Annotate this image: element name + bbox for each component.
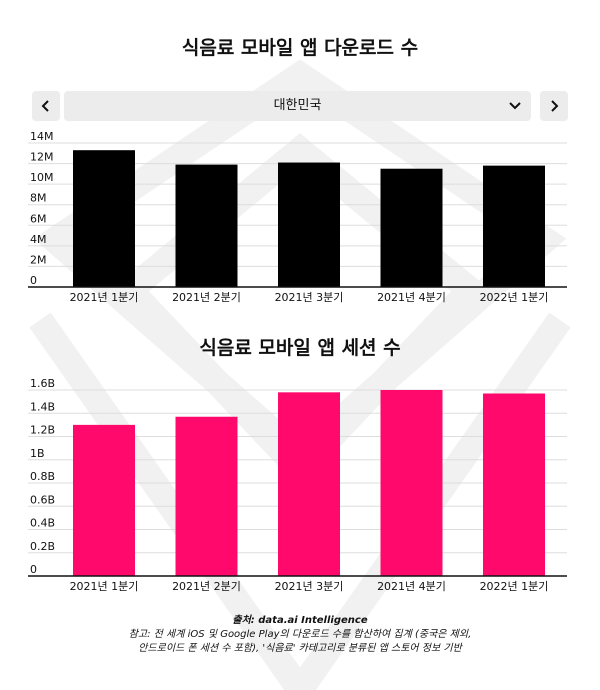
downloads-chart-title: 식음료 모바일 앱 다운로드 수 xyxy=(181,37,419,59)
sessions-bar-chart: 0 0.2B 0.4B 0.6B 0.8B 1B 1.2B 1.4B 1.6B 2021년 1분기… xyxy=(28,377,567,593)
sessions-y-tick-label: 1.4B xyxy=(30,400,55,413)
note-line-2: 안드로이드 폰 세션 수 포함), '식음료' 카테고리로 분류된 앱 스토어 … xyxy=(138,643,462,654)
sessions-y-tick-label: 1.6B xyxy=(30,377,55,390)
downloads-y-tick-label: 0 xyxy=(30,274,37,287)
downloads-bar-chart: 0 2M 4M 6M 8M 10M 12M 14M 2021년 1분기 2021년 2분기 2021… xyxy=(28,130,567,304)
downloads-x-tick-label: 2021년 4분기 xyxy=(377,291,446,304)
sessions-y-tick-label: 0.4B xyxy=(30,517,55,530)
sessions-y-tick-label: 0.2B xyxy=(30,540,55,553)
note-line-1: 참고: 전 세계 iOS 및 Google Play의 다운로드 수를 합산하여… xyxy=(128,629,472,640)
sessions-bar[interactable] xyxy=(175,416,238,576)
previous-region-button[interactable] xyxy=(32,91,60,121)
downloads-y-tick-label: 10M xyxy=(30,171,54,184)
sessions-y-tick-label: 1.2B xyxy=(30,424,55,437)
downloads-bar[interactable] xyxy=(483,165,545,287)
sessions-x-tick-label: 2021년 2분기 xyxy=(172,580,241,593)
downloads-y-tick-label: 8M xyxy=(30,192,47,205)
sessions-x-tick-label: 2021년 1분기 xyxy=(70,580,139,593)
region-dropdown[interactable]: 대한민국 xyxy=(64,91,531,121)
downloads-bar[interactable] xyxy=(73,150,135,287)
sessions-y-tick-label: 0.8B xyxy=(30,470,55,483)
sessions-bar[interactable] xyxy=(483,393,545,576)
sessions-bar[interactable] xyxy=(380,390,443,576)
sessions-y-tick-label: 0.6B xyxy=(30,493,55,506)
sessions-chart-title: 식음료 모바일 앱 세션 수 xyxy=(199,337,401,359)
downloads-y-tick-label: 6M xyxy=(30,212,47,225)
chevron-left-icon xyxy=(41,100,49,112)
sessions-x-tick-label: 2021년 3분기 xyxy=(275,580,344,593)
downloads-bar[interactable] xyxy=(278,162,340,287)
sessions-bar[interactable] xyxy=(278,392,340,576)
sessions-x-tick-label: 2021년 4분기 xyxy=(377,580,446,593)
region-dropdown-value: 대한민국 xyxy=(273,98,322,113)
downloads-y-tick-label: 12M xyxy=(30,151,54,164)
chevron-down-icon xyxy=(509,102,521,110)
downloads-x-tick-label: 2021년 2분기 xyxy=(172,291,241,304)
downloads-bar[interactable] xyxy=(380,168,443,287)
chevron-right-icon xyxy=(551,100,559,112)
next-region-button[interactable] xyxy=(540,91,568,121)
sessions-y-tick-label: 1B xyxy=(30,447,45,460)
downloads-y-tick-label: 14M xyxy=(30,130,54,143)
downloads-x-tick-label: 2022년 1분기 xyxy=(480,291,549,304)
downloads-y-tick-label: 2M xyxy=(30,253,47,266)
downloads-bar[interactable] xyxy=(175,164,238,287)
sessions-x-tick-label: 2022년 1분기 xyxy=(480,580,549,593)
downloads-x-tick-label: 2021년 1분기 xyxy=(70,291,139,304)
source-text: 출처: data.ai Intelligence xyxy=(232,615,368,626)
downloads-x-tick-label: 2021년 3분기 xyxy=(275,291,344,304)
sessions-y-tick-label: 0 xyxy=(30,563,37,576)
sessions-bar[interactable] xyxy=(73,424,135,576)
downloads-y-tick-label: 4M xyxy=(30,233,47,246)
